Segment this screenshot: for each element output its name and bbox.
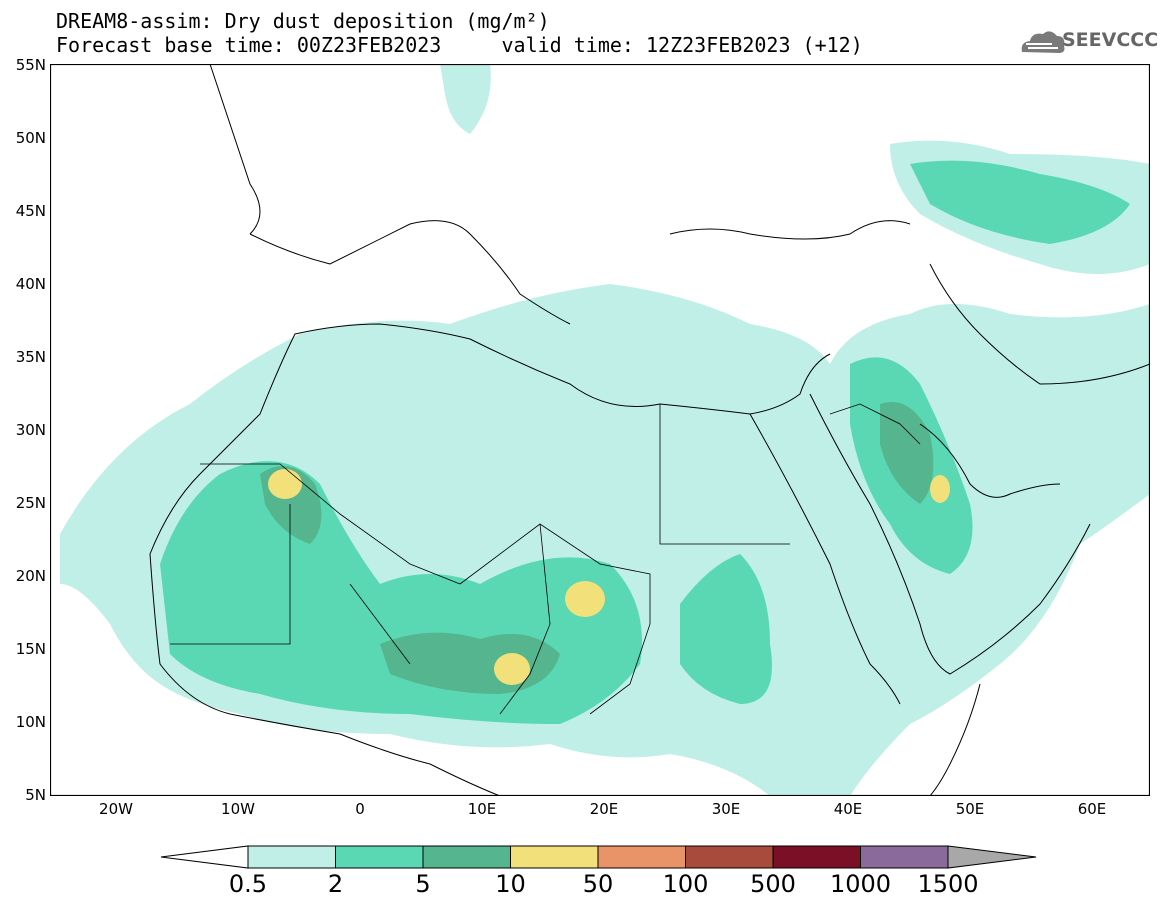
colorbar-label: 50 (582, 870, 614, 898)
colorbar-segment (422, 845, 511, 869)
colorbar-segment (597, 845, 686, 869)
colorbar-segment (685, 845, 774, 869)
lat-label: 5N (25, 786, 46, 804)
coastlines (149, 64, 1150, 796)
colorbar-segment (860, 845, 949, 869)
lon-label: 20E (589, 800, 619, 818)
lat-label: 35N (15, 348, 46, 366)
colorbar-label: 2 (327, 870, 344, 898)
colorbar-segment (335, 845, 424, 869)
colorbar-label: 10 (495, 870, 526, 898)
lon-label: 20W (99, 800, 133, 818)
lon-label: 10E (467, 800, 497, 818)
colorbar-label: 100 (662, 870, 709, 898)
colorbar-over-arrow (947, 845, 1037, 869)
lat-label: 25N (15, 494, 46, 512)
colorbar-under-arrow (160, 845, 249, 869)
logo-text: SEEVCCC (1062, 29, 1159, 51)
lat-label: 30N (15, 421, 46, 439)
deposition-contours (60, 64, 1150, 796)
colorbar-label: 0.5 (228, 870, 268, 898)
colorbar (160, 845, 1037, 869)
lat-label: 55N (15, 56, 46, 74)
lon-label: 0 (355, 800, 365, 818)
lat-label: 50N (15, 129, 46, 147)
forecast-times: Forecast base time: 00Z23FEB2023 valid t… (56, 33, 863, 57)
lat-label: 20N (15, 567, 46, 585)
colorbar-label: 1000 (829, 870, 892, 898)
colorbar-segment (772, 845, 861, 869)
lat-label: 15N (15, 640, 46, 658)
lon-label: 40E (833, 800, 863, 818)
lat-label: 40N (15, 275, 46, 293)
colorbar-label: 1500 (917, 870, 979, 898)
colorbar-label: 5 (415, 870, 431, 898)
lat-label: 10N (15, 713, 46, 731)
map-title: DREAM8-assim: Dry dust deposition (mg/m²… (56, 9, 550, 33)
lat-label: 45N (15, 202, 46, 220)
colorbar-segment (510, 845, 599, 869)
dust-deposition-map (50, 64, 1150, 796)
lon-label: 10W (221, 800, 255, 818)
colorbar-label: 500 (750, 870, 796, 898)
cloud-logo-icon (1021, 31, 1065, 53)
country-borders (170, 403, 921, 715)
colorbar-segment (247, 845, 336, 869)
lon-label: 30E (711, 800, 741, 818)
lon-label: 50E (955, 800, 985, 818)
lon-label: 60E (1077, 800, 1107, 818)
